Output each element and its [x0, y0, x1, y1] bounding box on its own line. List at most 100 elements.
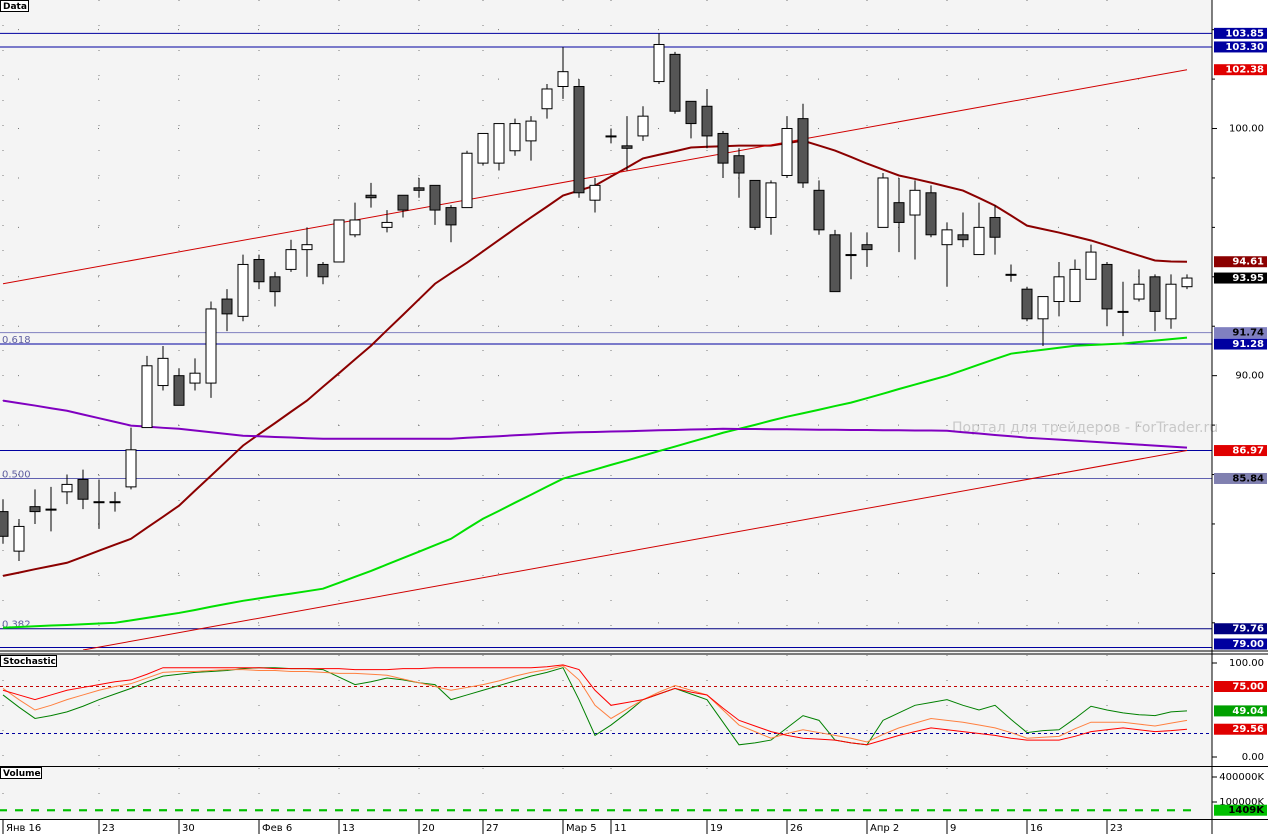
volume-bar [0, 809, 7, 812]
volume-bar [975, 809, 983, 812]
candle-body [685, 100, 697, 125]
candle-body [925, 192, 937, 236]
x-tick-label: 23 [102, 823, 115, 834]
candle-body [93, 501, 105, 504]
candle-body [61, 483, 73, 493]
volume-bar [1023, 809, 1031, 812]
x-tick-label: Мар 5 [566, 823, 597, 834]
candle-body [541, 88, 553, 110]
volume-bar [1039, 809, 1047, 812]
volume-bar [751, 809, 759, 812]
volume-bar [1007, 809, 1015, 812]
candle-body [333, 219, 345, 263]
volume-bar [655, 809, 663, 812]
volume-bar [559, 809, 567, 812]
volume-bar [703, 809, 711, 812]
volume-bar [191, 809, 199, 812]
candle-body [13, 525, 25, 552]
candle-body [1133, 283, 1145, 300]
candle-body [1021, 288, 1033, 320]
price-tag-label: 86.97 [1232, 446, 1264, 457]
volume-bar [463, 809, 471, 812]
panel-title: Volume [3, 769, 41, 779]
candle-body [109, 501, 121, 504]
x-tick-label: Янв 16 [6, 823, 41, 834]
candle-body [749, 179, 761, 228]
x-tick-label: 23 [1110, 823, 1123, 834]
price-tag-label: 1409K [1228, 805, 1265, 816]
volume-bar [367, 809, 375, 812]
volume-bar [1071, 809, 1079, 812]
candle-body [1069, 268, 1081, 303]
volume-bar [591, 809, 599, 812]
volume-bar [927, 809, 935, 812]
candle-body [269, 276, 281, 293]
candle-body [317, 263, 329, 278]
volume-bar [767, 809, 775, 812]
volume-bar [1167, 809, 1175, 812]
candle-body [989, 216, 1001, 238]
candle-body [765, 182, 777, 218]
price-tag [1214, 445, 1267, 457]
volume-bar [895, 809, 903, 812]
price-panel: 0.618 0.500 0.382 [0, 0, 1212, 650]
candle-body [1117, 310, 1129, 313]
candle-body [477, 132, 489, 164]
volume-bar [799, 809, 807, 812]
volume-bar [511, 809, 519, 812]
y-tick-label: 90.00 [1235, 371, 1264, 382]
volume-bar [175, 809, 183, 812]
candle-body [525, 120, 537, 142]
x-tick-label: 26 [790, 823, 803, 834]
candle-body [445, 207, 457, 226]
candle-body [45, 508, 57, 511]
candle-body [909, 189, 921, 216]
candle-body [493, 123, 505, 164]
price-tag [1214, 680, 1267, 692]
volume-bar [527, 809, 535, 812]
candle-body [877, 177, 889, 228]
candle-body [1165, 283, 1177, 320]
candle-body [0, 511, 9, 537]
volume-bar [255, 809, 263, 812]
candle-body [621, 145, 633, 149]
candle-body [1181, 277, 1193, 288]
x-tick-label: 20 [422, 823, 435, 834]
candle-body [413, 187, 425, 191]
volume-bar [735, 809, 743, 812]
fib-label: 0.500 [2, 469, 31, 480]
price-tag-label: 91.74 [1232, 328, 1264, 339]
candle-body [349, 219, 361, 236]
candle-body [1101, 263, 1113, 310]
volume-bar [623, 809, 631, 812]
panel-title: Stochastic [3, 657, 56, 667]
candle-body [1149, 276, 1161, 312]
volume-bar [575, 809, 583, 812]
price-tag-label: 29.56 [1232, 724, 1264, 735]
y-tick-label: 100.00 [1229, 124, 1264, 135]
volume-bar [959, 809, 967, 812]
x-tick-label: 13 [342, 823, 355, 834]
candle-body [557, 71, 569, 88]
price-tag-label: 93.95 [1232, 273, 1264, 284]
moving-average [2, 399, 1188, 449]
volume-bar [991, 809, 999, 812]
candle-body [1053, 276, 1065, 303]
volume-bar [815, 809, 823, 812]
candle-body [813, 189, 825, 231]
price-tag-label: 102.38 [1225, 65, 1264, 76]
panel-title-box [0, 655, 57, 667]
volume-bar [239, 809, 247, 812]
candle-body [205, 308, 217, 384]
volume-bar [671, 809, 679, 812]
volume-bar [383, 809, 391, 812]
volume-bar [351, 809, 359, 812]
volume-bar [495, 809, 503, 812]
candle-body [1005, 273, 1017, 276]
moving-average [2, 336, 1188, 629]
price-tag-label: 49.04 [1232, 706, 1264, 717]
candle-body [77, 478, 89, 500]
volume-bar [1103, 809, 1111, 812]
volume-panel [0, 768, 1191, 818]
